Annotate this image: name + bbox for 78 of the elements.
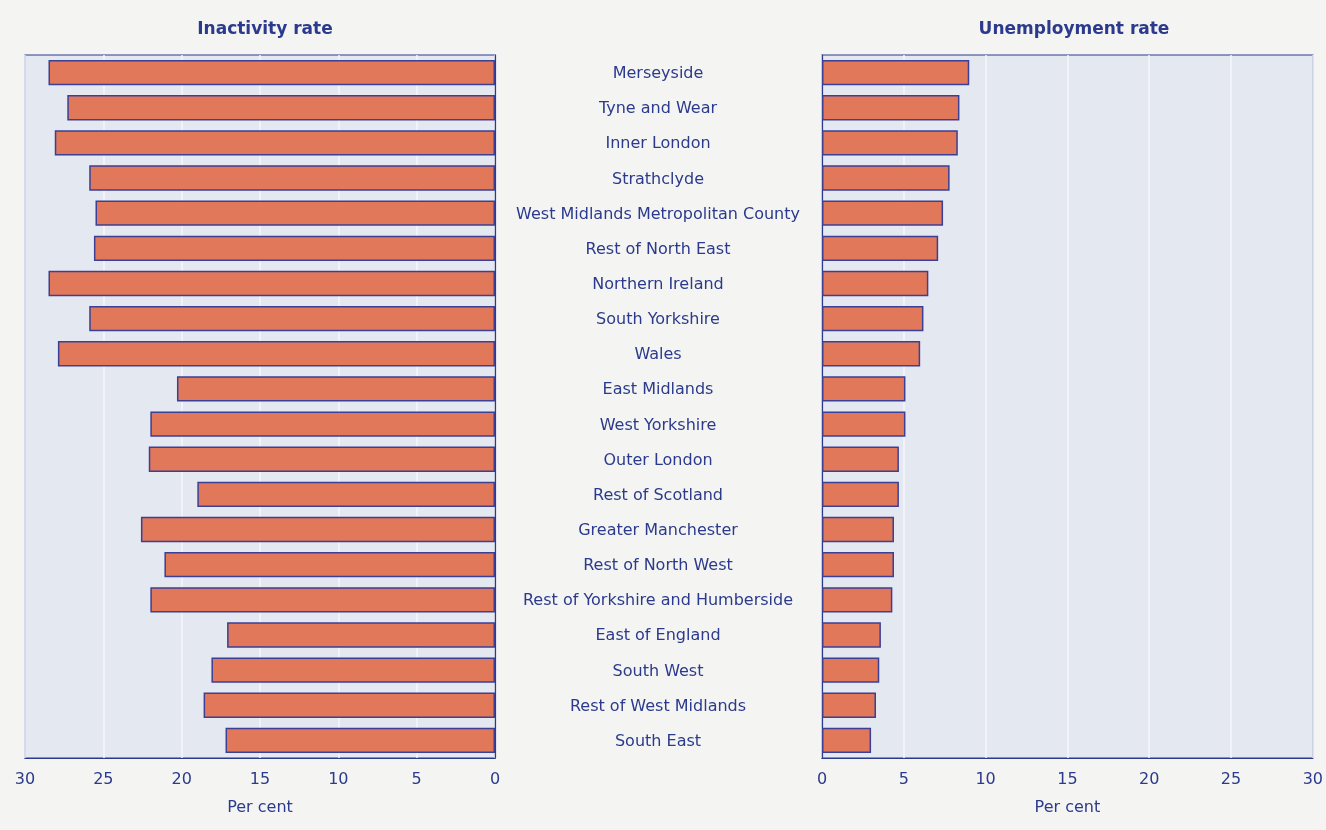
y-tick-label: Inner London xyxy=(605,133,711,153)
x-tick-label: 10 xyxy=(975,768,996,788)
y-tick-label: Strathclyde xyxy=(612,168,704,188)
y-tick-label: Rest of North East xyxy=(585,238,731,258)
x-tick-label: 0 xyxy=(816,768,828,788)
bar xyxy=(48,270,495,297)
x-tick-label: 5 xyxy=(898,768,909,788)
bar xyxy=(93,235,495,261)
bar xyxy=(822,446,899,472)
bar xyxy=(822,235,939,261)
y-tick-label: Outer London xyxy=(603,449,713,469)
x-tick-label: 25 xyxy=(93,768,114,788)
x-tick-label: 30 xyxy=(1302,768,1323,788)
chart-title: Unemployment rate xyxy=(978,17,1170,38)
chart-title: Inactivity rate xyxy=(197,17,333,38)
bar xyxy=(197,481,495,508)
y-tick-label: Rest of Yorkshire and Humberside xyxy=(522,590,794,610)
x-axis-title: Per cent xyxy=(227,796,293,816)
bar xyxy=(164,552,495,578)
y-tick-label: South Yorkshire xyxy=(596,309,720,329)
bar xyxy=(176,376,495,402)
bar xyxy=(822,305,924,332)
bar xyxy=(822,587,893,613)
bar xyxy=(148,446,495,472)
y-tick-label: Rest of Scotland xyxy=(592,484,724,504)
bar xyxy=(822,727,872,754)
y-tick-label: East Midlands xyxy=(602,379,714,399)
y-tick-label: South East xyxy=(614,730,702,750)
bar xyxy=(150,587,495,613)
bar xyxy=(227,622,495,648)
x-tick-label: 10 xyxy=(328,768,349,788)
bar xyxy=(822,516,894,543)
bar xyxy=(822,657,880,683)
bar xyxy=(57,341,495,367)
bar xyxy=(822,411,906,437)
bar xyxy=(140,516,495,543)
bar xyxy=(150,411,495,437)
x-tick-label: 5 xyxy=(411,768,422,788)
x-tick-label: 15 xyxy=(249,768,271,788)
bar xyxy=(54,130,495,156)
y-tick-label: Rest of North West xyxy=(583,555,733,575)
y-tick-label: West Yorkshire xyxy=(599,414,717,434)
bar xyxy=(203,692,495,718)
bar xyxy=(48,59,495,86)
y-tick-label: Tyne and Wear xyxy=(597,98,718,118)
bar xyxy=(822,130,958,156)
bar xyxy=(822,200,944,226)
bar xyxy=(822,270,929,297)
bar xyxy=(89,165,495,191)
x-tick-label: 20 xyxy=(1139,768,1160,788)
y-tick-label: East of England xyxy=(595,625,721,645)
bar xyxy=(67,95,495,121)
bar xyxy=(822,376,906,402)
bar xyxy=(822,481,899,508)
y-tick-label: Wales xyxy=(634,344,682,364)
x-tick-label: 15 xyxy=(1057,768,1078,788)
bar xyxy=(822,341,921,367)
y-tick-label: Merseyside xyxy=(612,63,704,83)
x-tick-label: 25 xyxy=(1220,768,1242,788)
bar xyxy=(211,657,495,683)
y-tick-label: South West xyxy=(612,660,704,680)
bar xyxy=(822,552,894,578)
y-tick-label: Greater Manchester xyxy=(578,520,739,540)
x-axis-title: Per cent xyxy=(1034,796,1101,816)
bar xyxy=(89,305,495,332)
y-tick-label: West Midlands Metropolitan County xyxy=(516,203,800,223)
x-tick-label: 20 xyxy=(171,768,192,788)
y-tick-label: Northern Ireland xyxy=(592,273,724,293)
y-tick-label: Rest of West Midlands xyxy=(569,695,747,715)
x-tick-label: 0 xyxy=(489,768,501,788)
bar xyxy=(225,727,495,754)
bar xyxy=(822,95,960,121)
bar xyxy=(822,622,881,648)
bar xyxy=(822,165,950,191)
x-tick-label: 30 xyxy=(14,768,36,788)
bar xyxy=(822,692,876,718)
bar xyxy=(822,59,970,86)
bar xyxy=(95,200,495,226)
